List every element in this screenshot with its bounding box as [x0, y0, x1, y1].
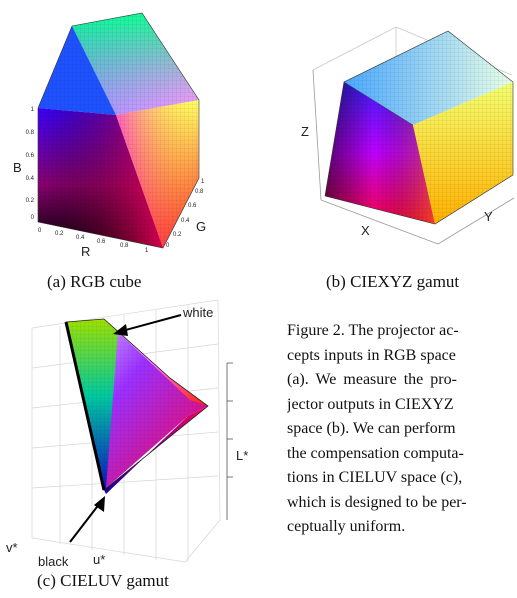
paragraph-line: ceptually uniform. — [287, 518, 406, 535]
paragraph-line: (a). We measure the pro- — [287, 371, 457, 388]
ciexyz-gamut-figure: Z X Y — [270, 0, 517, 270]
b-tick-0.2: 0.2 — [26, 198, 35, 204]
r-tick-0.4: 0.4 — [76, 235, 85, 241]
paragraph-line: Figure 2. The projector ac- — [287, 322, 459, 339]
rgb-cube-figure: 1 0.8 0.6 0.4 0.2 0 B 0 0.2 0.4 0.6 0.8 … — [0, 0, 250, 270]
figure-description: Figure 2. The projector ac- cepts inputs… — [287, 319, 513, 540]
b-tick-0.4: 0.4 — [26, 176, 35, 182]
r-axis-label: R — [81, 244, 90, 259]
r-tick-0.8: 0.8 — [120, 243, 129, 249]
r-tick-0.2: 0.2 — [55, 231, 64, 237]
rgb-cube-plot: 1 0.8 0.6 0.4 0.2 0 B 0 0.2 0.4 0.6 0.8 … — [13, 12, 206, 259]
g-tick-0: 0 — [166, 243, 170, 249]
caption-b: (b) CIEXYZ gamut — [326, 272, 460, 291]
y-axis-label: Y — [484, 209, 493, 224]
paragraph-line: tions in CIELUV space (c), — [287, 469, 463, 486]
g-tick-1: 1 — [201, 179, 205, 185]
b-tick-1: 1 — [31, 107, 35, 113]
cieluv-gamut-plot: white black L* v* u* — [6, 299, 248, 569]
g-tick-0.2: 0.2 — [173, 232, 182, 238]
r-tick-0: 0 — [38, 228, 42, 234]
b-axis-label: B — [13, 160, 22, 175]
x-axis-label: X — [361, 223, 370, 238]
paragraph-line: cepts inputs in RGB space — [287, 346, 456, 364]
z-axis-label: Z — [301, 124, 309, 139]
paragraph-line: which is designed to be per- — [287, 493, 467, 511]
g-axis-label: G — [196, 219, 206, 234]
b-tick-0: 0 — [31, 215, 35, 221]
l-axis-label: L* — [236, 448, 248, 463]
u-axis-label: u* — [93, 552, 105, 567]
ciexyz-gamut-plot: Z X Y — [301, 26, 515, 245]
paragraph-line: space (b). We can perform — [287, 420, 456, 437]
r-tick-0.6: 0.6 — [97, 239, 106, 245]
g-tick-0.6: 0.6 — [188, 203, 197, 209]
caption-c: (c) CIELUV gamut — [37, 571, 169, 590]
b-tick-0.8: 0.8 — [26, 130, 35, 136]
b-tick-0.6: 0.6 — [26, 153, 35, 159]
v-axis-label: v* — [6, 540, 18, 555]
paragraph-line: jector outputs in CIEXYZ — [287, 395, 454, 413]
r-tick-1: 1 — [145, 248, 149, 254]
g-tick-0.4: 0.4 — [181, 218, 190, 224]
paragraph-line: the compensation computa- — [287, 444, 464, 462]
black-annotation: black — [38, 554, 69, 569]
white-annotation: white — [182, 305, 213, 320]
cieluv-gamut-figure: white black L* v* u* — [0, 298, 262, 570]
g-tick-0.8: 0.8 — [195, 189, 204, 195]
caption-a: (a) RGB cube — [47, 272, 142, 291]
